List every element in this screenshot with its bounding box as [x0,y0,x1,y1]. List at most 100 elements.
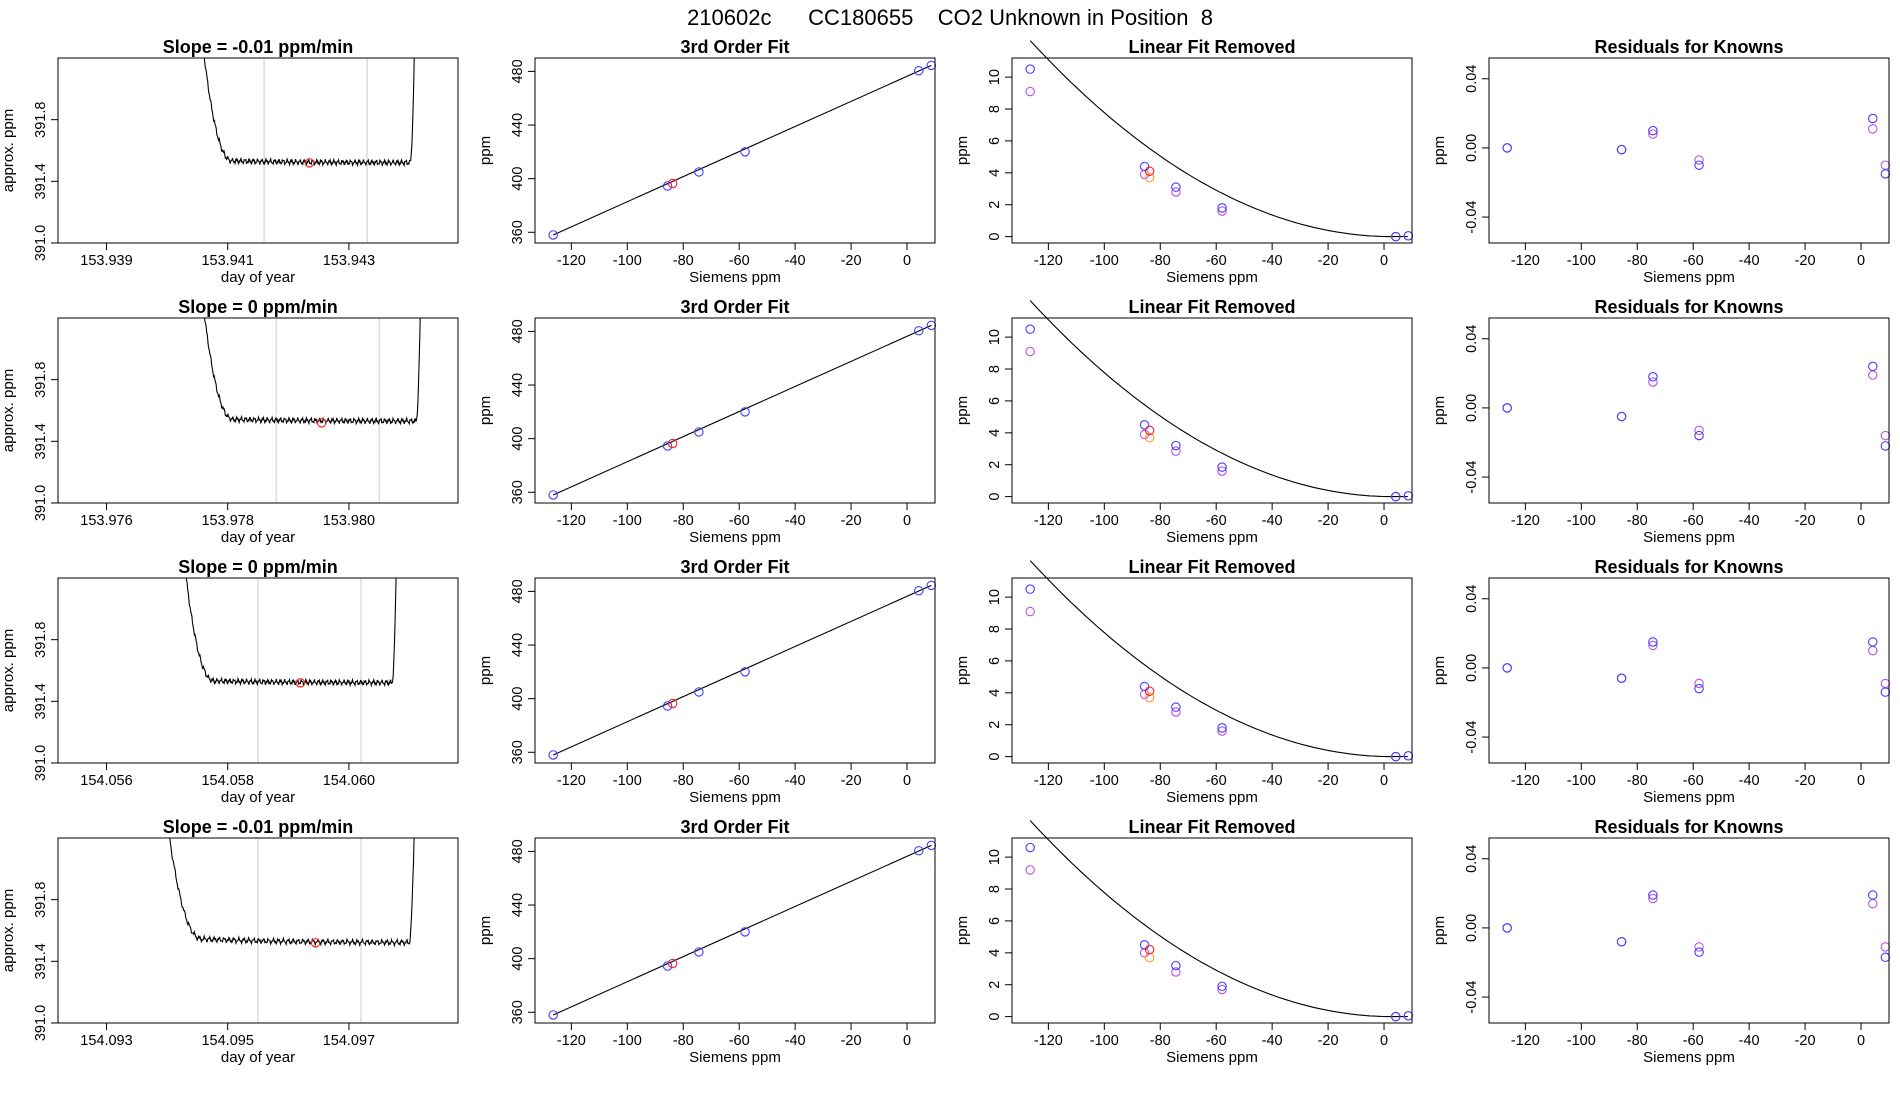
residual-point-a [1502,403,1512,413]
unknown-point-a [1144,944,1155,955]
fit-ytick-label: 400 [510,947,526,971]
resid-xtick-label: 0 [1857,253,1865,269]
known-point-a [1217,723,1227,733]
resid-xlabel: Siemens ppm [1643,1049,1735,1066]
linres-frame [1011,577,1413,764]
fit-ytick-label: 400 [510,167,526,191]
fit-xtick-label: -20 [841,513,862,529]
fit-xlabel: Siemens ppm [689,789,781,806]
trace-ylabel: approx. ppm [0,889,17,972]
linres-ytick-label: 8 [987,625,1003,633]
resid-ytick-label: 0.04 [1464,585,1480,613]
fit-xtick-label: -40 [785,773,806,789]
resid-ytick-label: -0.04 [1464,201,1480,234]
residual-point-a [1694,430,1704,441]
known-point [662,701,673,711]
residual-point-b [1880,160,1891,170]
fit-ylabel: ppm [477,396,494,425]
linres-ytick-label: 4 [987,169,1003,177]
resid-xtick-label: -100 [1567,253,1596,269]
resid-xtick-label: -60 [1683,253,1704,269]
resid-ytick-label: 0.04 [1464,845,1480,873]
linres-ytick-label: 2 [987,981,1003,989]
unknown-point-a [1144,425,1155,436]
known-point [662,181,673,191]
linres-panel: Linear Fit Removed Siemens ppm ppm -120 -100… [954,297,1414,546]
resid-xlabel: Siemens ppm [1643,529,1735,546]
residual-point-a [1502,923,1512,933]
known-point-a [1391,491,1401,502]
known-point-a [1171,702,1181,712]
residual-curve [1029,820,1408,1018]
fit-xtick-label: -40 [785,253,806,269]
unknown-point-b [1144,952,1155,963]
known-point-b [1025,865,1035,875]
fit-frame [534,577,936,764]
fit-frame [534,57,936,244]
known-point-a [1217,462,1227,472]
resid-xtick-label: -60 [1683,773,1704,789]
resid-title: Residuals for Knowns [1594,37,1783,57]
resid-xtick-label: -120 [1511,773,1540,789]
trace-line [169,838,415,948]
linres-ytick-label: 6 [987,137,1003,145]
residual-point-b [1694,155,1704,165]
linres-ytick-label: 2 [987,201,1003,209]
fit-ytick-label: 400 [510,427,526,451]
linres-ytick-label: 10 [987,849,1003,865]
linres-ytick-label: 2 [987,721,1003,729]
unknown-mean-marker [316,418,327,428]
fit-panel: 3rd Order Fit Siemens ppm ppm -120 -100 -80 -6… [477,557,937,806]
known-point-a [1217,981,1227,992]
resid-panel: Residuals for Knowns Siemens ppm ppm -120 -1… [1431,297,1891,546]
resid-xtick-label: -100 [1567,773,1596,789]
trace-ytick-label: 391.8 [33,622,49,658]
residual-point-b [1648,377,1658,387]
residual-point-b [1880,678,1891,689]
known-point-b [1217,984,1227,995]
unknown-point [667,178,678,189]
fit-xlabel: Siemens ppm [689,529,781,546]
fit-ytick-label: 480 [510,839,526,863]
known-point-a [1025,64,1035,74]
residual-point-b [1694,942,1704,952]
linres-ytick-label: 10 [987,69,1003,85]
resid-xtick-label: -120 [1511,253,1540,269]
residual-point-b [1868,370,1878,380]
resid-xtick-label: -40 [1739,513,1760,529]
trace-xtick-label: 153.976 [80,513,132,529]
resid-xtick-label: -20 [1795,253,1816,269]
fit-ylabel: ppm [477,916,494,945]
linres-panel: Linear Fit Removed Siemens ppm ppm -120 -100… [954,817,1414,1066]
residual-point-b [1648,640,1658,651]
linres-xtick-label: -120 [1034,773,1063,789]
linres-ylabel: ppm [954,396,971,425]
fit-xtick-label: 0 [903,773,911,789]
fit-ytick-label: 360 [510,220,526,244]
linres-frame [1011,837,1413,1024]
residual-point-b [1880,942,1891,952]
known-point [740,147,750,157]
residual-point-a [1868,113,1878,124]
fit-xtick-label: 0 [903,513,911,529]
resid-xtick-label: -100 [1567,513,1596,529]
residual-point-a [1694,947,1704,957]
linres-ytick-label: 0 [987,1013,1003,1021]
known-point [740,407,750,417]
known-point-b [1171,446,1181,456]
known-point [694,687,704,697]
known-point [694,947,704,957]
resid-ytick-label: -0.04 [1464,721,1480,754]
resid-ytick-label: -0.04 [1464,981,1480,1014]
fit-ytick-label: 480 [510,59,526,83]
residual-point-b [1648,129,1658,139]
residual-point-a [1868,361,1878,372]
resid-xtick-label: -80 [1627,1033,1648,1049]
resid-title: Residuals for Knowns [1594,557,1783,577]
resid-ylabel: ppm [1431,396,1448,425]
known-point-a [1139,940,1150,950]
resid-xtick-label: -20 [1795,773,1816,789]
linres-xlabel: Siemens ppm [1166,269,1258,286]
panel-grid: Slope = -0.01 ppm/min day of year approx. … [0,37,1891,1066]
resid-title: Residuals for Knowns [1594,817,1783,837]
